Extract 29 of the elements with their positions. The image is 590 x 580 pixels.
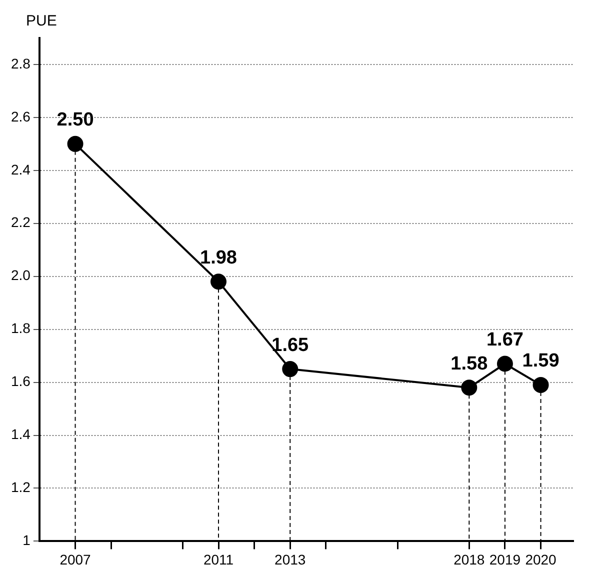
y-tick-label: 1.8: [10, 320, 31, 336]
y-tick-label: 2.8: [10, 55, 31, 72]
x-tick-label: 2013: [274, 551, 306, 568]
point: [210, 274, 226, 290]
data-label: 1.67: [486, 329, 524, 350]
data-label: 1.59: [522, 350, 560, 372]
x-tick-label: 2011: [203, 551, 234, 568]
data-label: 1.58: [450, 353, 488, 374]
data-label: 1.98: [200, 247, 237, 268]
x-tick-label: 2020: [525, 551, 557, 568]
point: [532, 376, 549, 393]
y-tick-label: 1.4: [10, 426, 31, 442]
y-tick-label: 2.6: [10, 108, 31, 124]
y-tick-label: 2.4: [10, 161, 31, 178]
point: [282, 361, 298, 378]
y-tick-label: 1.6: [10, 373, 31, 390]
point: [496, 356, 513, 372]
y-axis-title: PUE: [26, 12, 57, 30]
data-label: 1.65: [272, 334, 310, 356]
y-tick-label: 2.0: [10, 267, 31, 284]
point: [461, 380, 478, 396]
y-tick-label: 2.2: [10, 214, 31, 230]
y-tick-label: 1.2: [10, 479, 31, 496]
y-tick-label: 1: [22, 532, 31, 548]
x-tick-label: 2019: [489, 551, 521, 568]
x-tick-label: 2018: [454, 551, 485, 568]
data-label: 2.50: [56, 110, 94, 131]
x-tick-label: 2007: [60, 551, 92, 568]
point: [67, 136, 84, 152]
